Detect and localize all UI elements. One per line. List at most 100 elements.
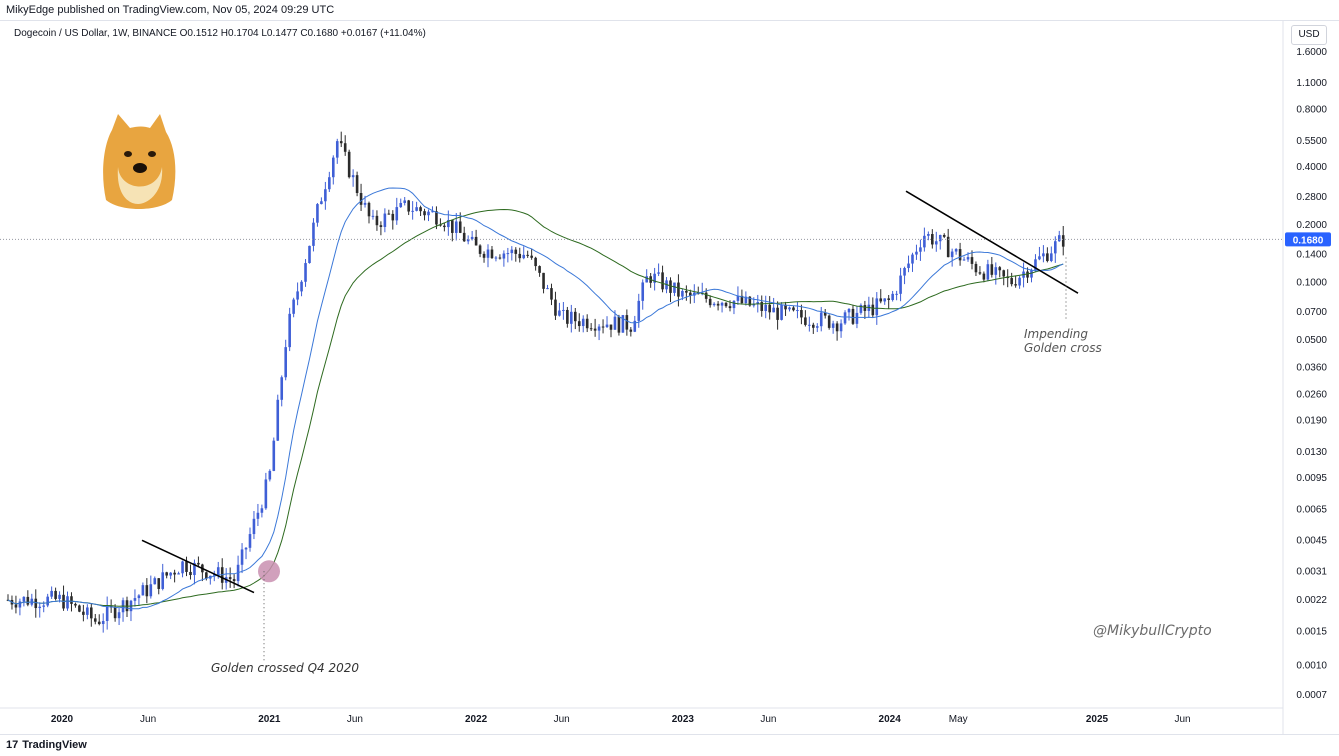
candle-body	[566, 309, 569, 324]
candle-body	[399, 202, 403, 208]
candle-body	[510, 249, 514, 254]
candle-body	[14, 604, 18, 608]
candle-body	[597, 326, 601, 331]
y-tick-label: 0.1000	[1296, 277, 1327, 288]
candle-body	[1061, 235, 1065, 247]
candle-body	[292, 299, 295, 314]
candle-body	[296, 291, 299, 300]
candle-body	[458, 221, 462, 233]
candle-body	[899, 275, 902, 294]
candle-body	[1053, 241, 1057, 254]
candle-body	[839, 323, 843, 332]
ohlc-change: +0.0167 (+11.04%)	[340, 28, 426, 39]
candle-body	[903, 268, 906, 276]
candle-body	[740, 295, 744, 304]
candle-body	[34, 598, 38, 609]
y-tick-label: 0.8000	[1296, 105, 1327, 116]
candle-body	[891, 293, 894, 300]
candle-body	[847, 308, 851, 313]
candle-body	[54, 590, 57, 599]
candle-body	[454, 221, 458, 233]
candle-body	[197, 562, 200, 565]
candle-body	[312, 222, 315, 246]
candle-body	[931, 234, 934, 245]
candle-body	[704, 292, 708, 299]
candle-body	[359, 193, 363, 205]
candle-body	[724, 302, 728, 307]
candle-body	[137, 595, 141, 599]
candle-body	[756, 302, 760, 304]
candle-body	[788, 307, 791, 310]
y-tick-label: 0.0045	[1296, 535, 1327, 546]
candle-body	[407, 200, 410, 212]
price-chart[interactable]: 1.6000 1.1000 0.8000 0.5500 0.4000 0.2800 0.20…	[0, 21, 1339, 734]
candle-body	[502, 253, 506, 259]
y-tick-label: 0.2800	[1296, 192, 1327, 203]
candle-body	[113, 607, 117, 619]
x-tick-label: 2024	[879, 714, 902, 725]
candle-body	[161, 572, 165, 589]
candle-body	[871, 304, 875, 316]
candle-body	[669, 280, 672, 293]
candle-body	[637, 300, 641, 321]
candle-body	[562, 309, 565, 311]
published-text: MikyEdge published on TradingView.com, N…	[6, 4, 335, 16]
chart-area[interactable]: 1.6000 1.1000 0.8000 0.5500 0.4000 0.2800 0.20…	[0, 21, 1339, 734]
candle-body	[97, 621, 101, 625]
candle-body	[819, 312, 823, 327]
candle-body	[415, 207, 418, 211]
candle-body	[490, 249, 494, 259]
tradingview-mark-icon: 17	[6, 739, 19, 751]
candle-body	[256, 512, 260, 519]
annotation-golden-cross: Golden cross	[1024, 341, 1102, 355]
candle-body	[379, 225, 383, 227]
candle-body	[661, 272, 664, 290]
candle-body	[859, 305, 863, 313]
candle-body	[815, 326, 819, 328]
candle-body	[395, 207, 399, 221]
candle-body	[447, 220, 450, 228]
candle-body	[546, 288, 549, 290]
x-tick-label: 2025	[1086, 714, 1109, 725]
y-tick-label: 0.0500	[1296, 335, 1327, 346]
candle-body	[629, 329, 633, 332]
candle-body	[403, 200, 407, 203]
candle-body	[1010, 278, 1013, 285]
currency-button[interactable]: USD	[1291, 25, 1327, 45]
candle-body	[248, 534, 252, 548]
candle-body	[1050, 253, 1053, 262]
candle-body	[895, 293, 898, 295]
candle-body	[316, 204, 319, 223]
candle-body	[439, 224, 442, 226]
y-tick-label: 0.0007	[1296, 690, 1327, 701]
candle-body	[883, 298, 887, 302]
candle-body	[101, 620, 105, 625]
trendline-2020	[141, 539, 255, 594]
y-tick-label: 1.1000	[1296, 78, 1327, 89]
candle-body	[462, 232, 466, 242]
candle-body	[411, 210, 414, 212]
candle-body	[760, 302, 764, 312]
candle-body	[558, 310, 561, 316]
candle-body	[46, 596, 49, 606]
candle-body	[946, 236, 950, 258]
candle-body	[998, 267, 1002, 271]
footer-brand: TradingView	[22, 739, 87, 751]
candle-body	[784, 304, 787, 310]
footer-bar: 17 TradingView	[0, 734, 1339, 756]
candle-body	[732, 300, 736, 309]
candle-body	[1030, 269, 1033, 278]
candle-body	[685, 290, 688, 293]
candle-body	[919, 247, 922, 252]
candle-body	[498, 257, 502, 259]
candle-body	[1026, 271, 1029, 278]
candle-body	[923, 235, 926, 248]
candle-body	[1046, 253, 1049, 262]
tradingview-logo: 17 TradingView	[6, 739, 87, 751]
candle-body	[93, 618, 97, 622]
candle-body	[990, 264, 994, 275]
candle-body	[371, 215, 375, 217]
candle-body	[177, 573, 180, 575]
candle-body	[74, 603, 77, 606]
y-tick-label: 1.6000	[1296, 47, 1327, 58]
